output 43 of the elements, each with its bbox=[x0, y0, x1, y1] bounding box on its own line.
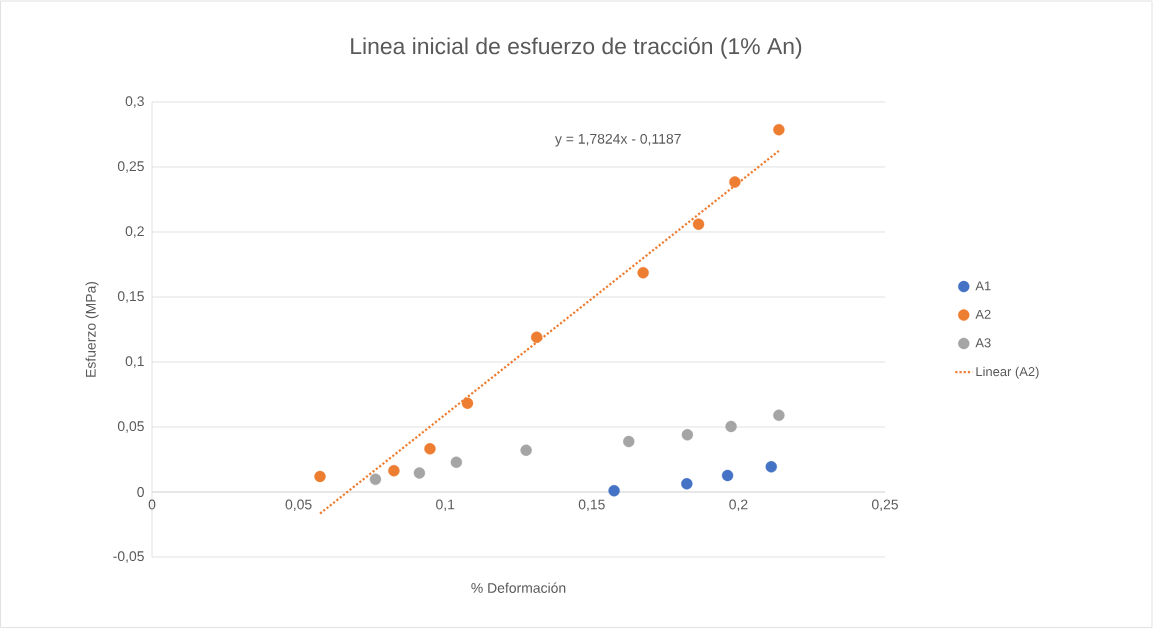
point bbox=[450, 456, 463, 469]
legend-label: A3 bbox=[975, 338, 991, 348]
x-tick-label: 0,05 bbox=[285, 499, 312, 512]
y-tick-label: 0,05 bbox=[117, 421, 144, 433]
point bbox=[729, 176, 741, 188]
point bbox=[369, 473, 382, 486]
point bbox=[520, 444, 532, 456]
point bbox=[530, 331, 543, 343]
annotation: y = 1,7824x - 0,1187 bbox=[554, 133, 681, 147]
point bbox=[692, 218, 705, 230]
chart-title: Linea inicial de esfuerzo de tracción (1% An) bbox=[351, 37, 802, 59]
y-tick-label: 0,3 bbox=[125, 96, 144, 108]
x-tick-label: 0,2 bbox=[729, 499, 748, 512]
point bbox=[725, 420, 737, 433]
y-tick-label: 0,1 bbox=[125, 356, 144, 368]
y-tick-label: 0,15 bbox=[117, 291, 144, 303]
legend-label: A1 bbox=[975, 281, 991, 291]
y-tick-label: 0 bbox=[137, 487, 144, 497]
x-tick-label: 0,15 bbox=[578, 499, 605, 512]
point bbox=[424, 443, 436, 455]
point bbox=[681, 429, 694, 441]
point bbox=[773, 409, 785, 421]
point bbox=[681, 478, 693, 490]
y-tick-label: 0,25 bbox=[117, 161, 144, 173]
point bbox=[314, 470, 326, 483]
point bbox=[388, 464, 400, 477]
x-tick-label: 0,1 bbox=[436, 499, 455, 512]
point bbox=[461, 397, 474, 409]
point bbox=[721, 469, 734, 482]
x-tick-label: 0,25 bbox=[871, 499, 898, 512]
legend-label: Linear (A2) bbox=[976, 366, 1039, 379]
point bbox=[765, 461, 777, 473]
legend-label: A2 bbox=[975, 309, 991, 319]
y-tick-label: 0,2 bbox=[125, 226, 144, 238]
point bbox=[413, 467, 426, 479]
point bbox=[773, 123, 785, 136]
y-axis-title: Esfuerzo (MPa) bbox=[85, 281, 99, 377]
x-axis-title: % Deformación bbox=[471, 582, 566, 593]
point bbox=[623, 435, 635, 448]
x-tick-label: 0 bbox=[148, 499, 156, 510]
y-tick-label: -0,05 bbox=[113, 551, 144, 563]
point bbox=[637, 266, 649, 279]
point bbox=[608, 484, 620, 497]
